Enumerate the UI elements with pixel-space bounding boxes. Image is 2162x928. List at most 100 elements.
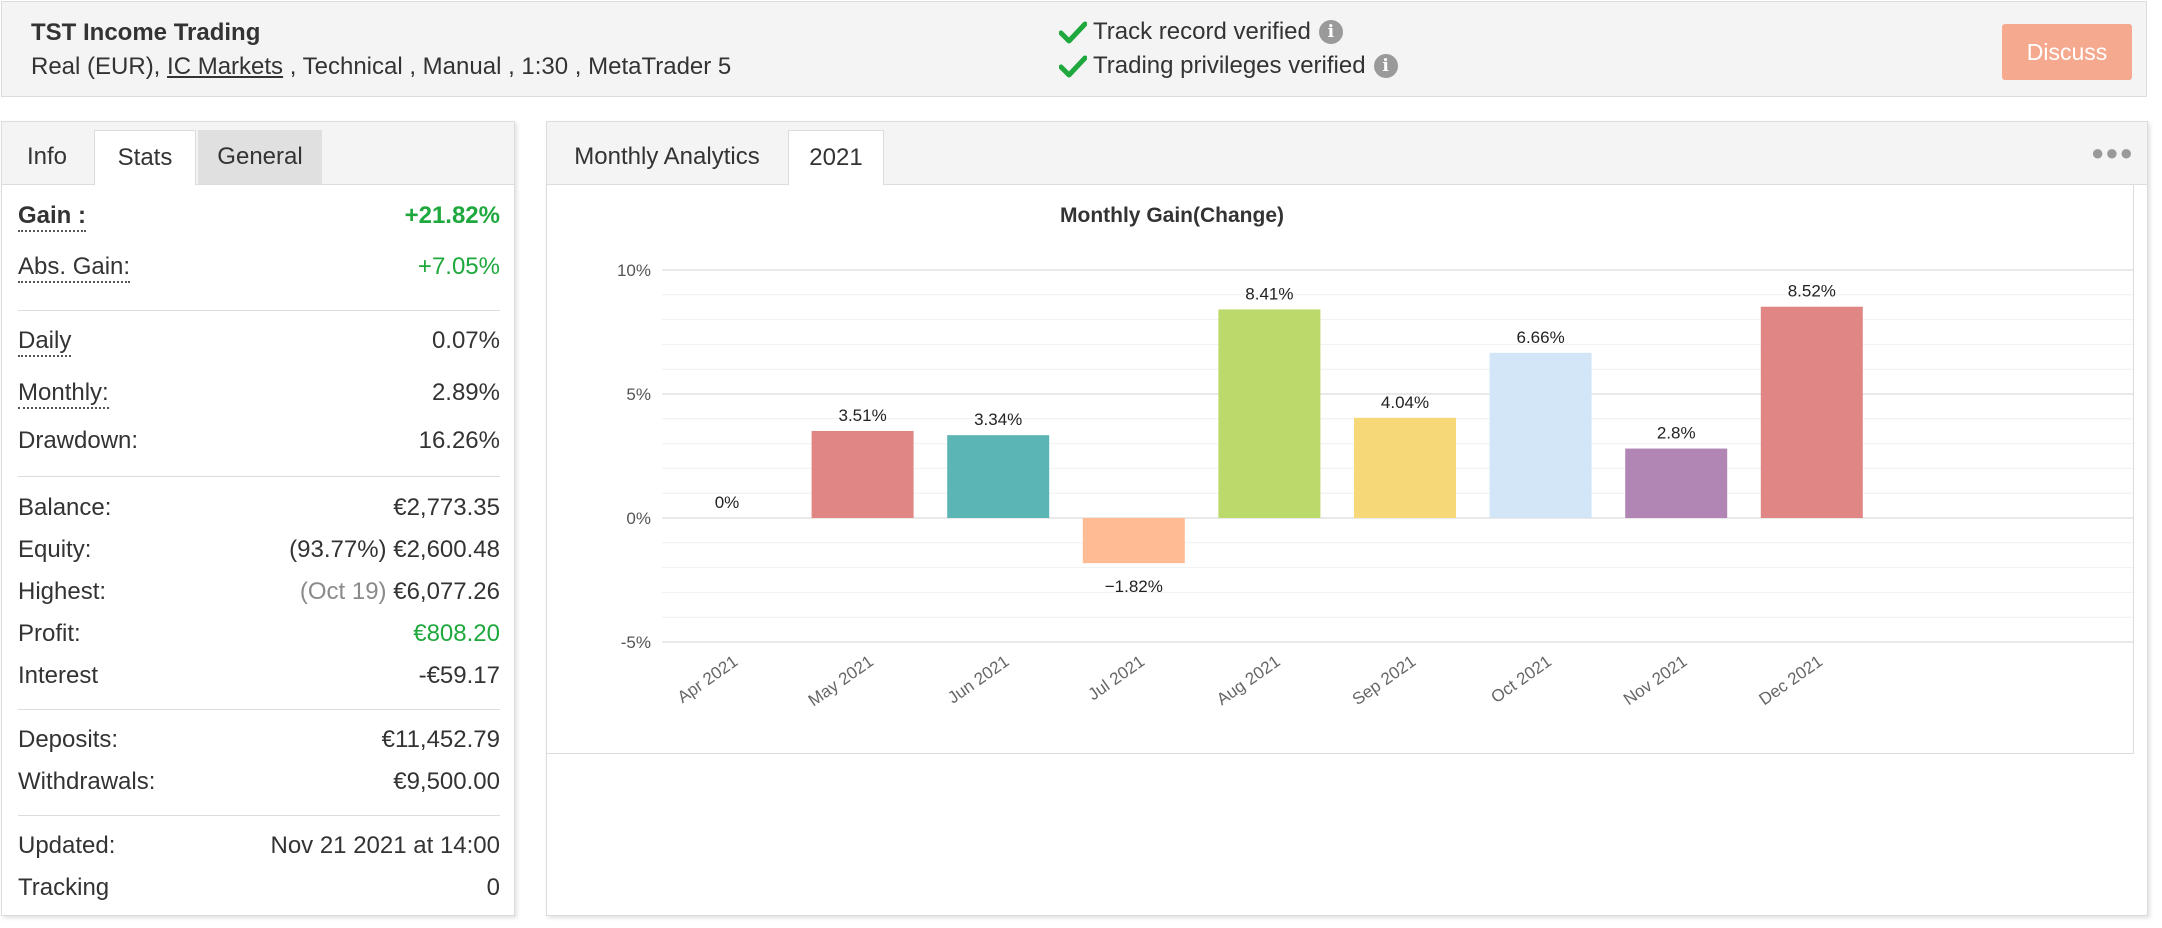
equity-value: €2,600.48 bbox=[393, 536, 500, 563]
updated-value: Nov 21 2021 at 14:00 bbox=[270, 832, 500, 859]
stat-drawdown: Drawdown: 16.26% bbox=[18, 427, 500, 461]
stat-withdrawals: Withdrawals: €9,500.00 bbox=[18, 768, 500, 802]
deposits-value: €11,452.79 bbox=[381, 726, 500, 753]
y-tick-label: 0% bbox=[626, 509, 651, 528]
data-label: 8.52% bbox=[1788, 282, 1836, 301]
bar[interactable] bbox=[1082, 518, 1185, 564]
x-tick-label: Aug 2021 bbox=[1213, 652, 1284, 709]
tab-info[interactable]: Info bbox=[26, 143, 68, 170]
data-label: 3.51% bbox=[838, 406, 886, 425]
system-name: TST Income Trading bbox=[31, 19, 261, 46]
gain-label[interactable]: Gain : bbox=[18, 202, 87, 232]
balance-label: Balance: bbox=[18, 494, 112, 521]
updated-label: Updated: bbox=[18, 832, 116, 859]
y-tick-label: 5% bbox=[626, 385, 651, 404]
track-record-verified: Track record verified i bbox=[1059, 18, 1343, 46]
gain-value: +21.82% bbox=[404, 202, 500, 229]
data-labels: 0% 3.51% 3.34% −1.82% 8.41% 4.04% 6.66% 2.8% 8.5… bbox=[715, 282, 1836, 596]
data-label: 2.8% bbox=[1657, 424, 1696, 443]
x-tick-label: Apr 2021 bbox=[674, 652, 741, 707]
data-label: 4.04% bbox=[1381, 393, 1429, 412]
drawdown-label: Drawdown: bbox=[18, 427, 139, 454]
bar[interactable] bbox=[1218, 309, 1321, 518]
daily-label[interactable]: Daily bbox=[18, 327, 72, 357]
data-label: 8.41% bbox=[1245, 284, 1293, 303]
more-options-icon[interactable]: ●●● bbox=[2091, 140, 2134, 165]
equity-label: Equity: bbox=[18, 536, 92, 563]
tab-year-2021[interactable]: 2021 bbox=[788, 130, 884, 185]
system-attributes: , Technical , Manual , 1:30 , MetaTrader… bbox=[289, 53, 732, 80]
x-tick-label: Jun 2021 bbox=[944, 652, 1012, 708]
data-label: 6.66% bbox=[1516, 328, 1564, 347]
tab-stats[interactable]: Stats bbox=[94, 130, 196, 185]
equity-value-group: (93.77%) €2,600.48 bbox=[289, 536, 500, 564]
stat-tracking: Tracking 0 bbox=[18, 874, 500, 908]
stat-gain: Gain : +21.82% bbox=[18, 202, 500, 236]
discuss-button[interactable]: Discuss bbox=[2002, 24, 2132, 80]
data-label: 0% bbox=[715, 493, 740, 512]
info-icon[interactable]: i bbox=[1373, 54, 1398, 78]
daily-value: 0.07% bbox=[431, 327, 500, 354]
deposits-label: Deposits: bbox=[18, 726, 119, 753]
tab-monthly-analytics[interactable]: Monthly Analytics bbox=[574, 143, 760, 170]
bar[interactable] bbox=[1760, 306, 1863, 518]
x-axis-ticks: Apr 2021 May 2021 Jun 2021 Jul 2021 Aug 2021… bbox=[674, 652, 1826, 710]
divider bbox=[18, 310, 500, 311]
monthly-gain-chart: Monthly Gain(Change) 10% 5% 0% -5% 0% 3.51% 3… bbox=[617, 204, 2133, 710]
broker-link[interactable]: IC Markets bbox=[167, 53, 284, 80]
x-tick-label: May 2021 bbox=[805, 652, 877, 710]
x-tick-label: Oct 2021 bbox=[1487, 652, 1554, 707]
chart-title: Monthly Gain(Change) bbox=[1060, 204, 1284, 227]
highest-value-group: (Oct 19) €6,077.26 bbox=[300, 578, 500, 606]
check-icon bbox=[1059, 55, 1087, 78]
interest-label: Interest bbox=[18, 662, 99, 689]
interest-value: -€59.17 bbox=[418, 662, 500, 689]
bar[interactable] bbox=[1354, 417, 1456, 518]
profit-label: Profit: bbox=[18, 620, 81, 647]
balance-value: €2,773.35 bbox=[393, 494, 500, 521]
data-label: −1.82% bbox=[1105, 577, 1163, 596]
stat-deposits: Deposits: €11,452.79 bbox=[18, 726, 500, 760]
x-tick-label: Jul 2021 bbox=[1085, 652, 1149, 704]
stats-tabs: Info Stats General bbox=[2, 122, 514, 185]
highest-date: (Oct 19) bbox=[299, 578, 387, 605]
data-label: 3.34% bbox=[974, 410, 1022, 429]
monthly-label[interactable]: Monthly: bbox=[18, 379, 109, 409]
bar[interactable] bbox=[1625, 448, 1728, 518]
profit-value: €808.20 bbox=[413, 620, 500, 647]
trading-privileges-verified: Trading privileges verified i bbox=[1059, 52, 1398, 80]
stat-balance: Balance: €2,773.35 bbox=[18, 494, 500, 528]
verified-label: Track record verified bbox=[1093, 18, 1311, 45]
analytics-panel: Monthly Analytics 2021 ●●● Monthly Gain(… bbox=[546, 121, 2148, 916]
bar[interactable] bbox=[811, 430, 914, 518]
drawdown-value: 16.26% bbox=[418, 427, 500, 454]
highest-value: €6,077.26 bbox=[393, 578, 500, 605]
tracking-label: Tracking bbox=[18, 874, 110, 901]
abs-gain-label[interactable]: Abs. Gain: bbox=[18, 253, 131, 283]
verified-label: Trading privileges verified bbox=[1093, 52, 1366, 79]
bar[interactable] bbox=[1489, 352, 1592, 518]
highest-label: Highest: bbox=[18, 578, 107, 605]
system-meta: Real (EUR), IC Markets , Technical , Man… bbox=[31, 53, 731, 81]
system-header: TST Income Trading Real (EUR), IC Market… bbox=[1, 1, 2147, 97]
stat-highest: Highest: (Oct 19) €6,077.26 bbox=[18, 578, 500, 612]
bars bbox=[811, 306, 1863, 564]
stat-profit: Profit: €808.20 bbox=[18, 620, 500, 654]
divider bbox=[18, 709, 500, 710]
x-tick-label: Nov 2021 bbox=[1620, 652, 1691, 709]
x-tick-label: Dec 2021 bbox=[1756, 652, 1827, 709]
stat-equity: Equity: (93.77%) €2,600.48 bbox=[18, 536, 500, 570]
divider bbox=[18, 476, 500, 477]
y-tick-label: -5% bbox=[621, 633, 651, 652]
account-type: Real (EUR), bbox=[31, 53, 161, 80]
stats-panel: Info Stats General Gain : +21.82% Abs. G… bbox=[1, 121, 515, 916]
bar[interactable] bbox=[947, 435, 1050, 518]
stat-interest: Interest -€59.17 bbox=[18, 662, 500, 696]
monthly-value: 2.89% bbox=[431, 379, 500, 406]
info-icon[interactable]: i bbox=[1318, 20, 1343, 44]
tab-general[interactable]: General bbox=[198, 130, 322, 184]
x-tick-label: Sep 2021 bbox=[1349, 652, 1420, 709]
stat-daily: Daily 0.07% bbox=[18, 327, 500, 361]
analytics-tabs: Monthly Analytics 2021 ●●● bbox=[547, 122, 2147, 185]
divider bbox=[18, 815, 500, 816]
